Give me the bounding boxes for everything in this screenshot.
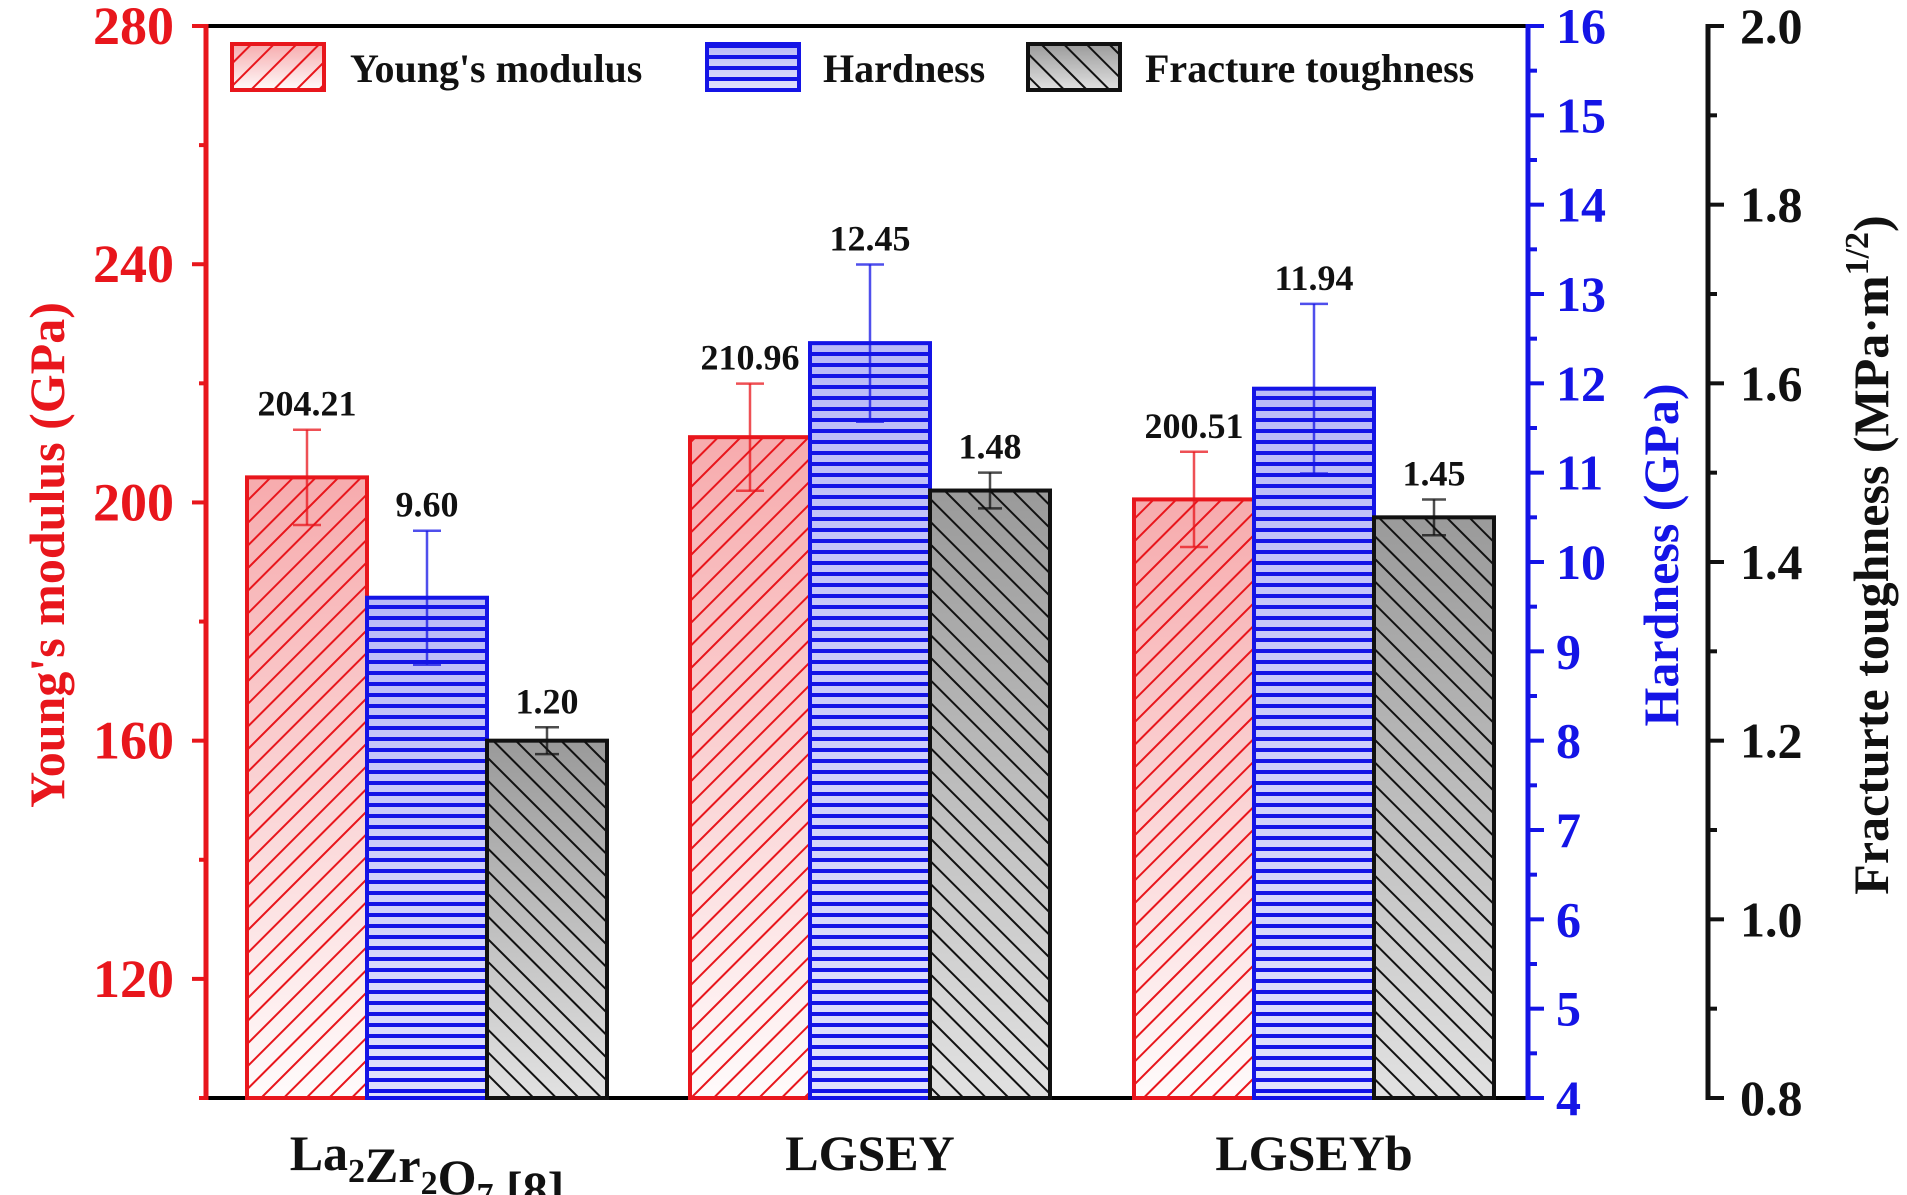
hardness-tick-label: 12 xyxy=(1556,355,1606,411)
data-label: 200.51 xyxy=(1145,406,1244,446)
left-tick-label: 240 xyxy=(93,234,174,294)
value-labels: 204.21 210.96 200.51 9.60 12.45 11.94 1.20 1.48… xyxy=(258,219,1466,722)
hardness-bar xyxy=(808,341,932,1100)
bars xyxy=(245,341,1496,1101)
left-tick-label: 160 xyxy=(93,711,174,771)
left-axis-ticks: 120 160 200 240 280 xyxy=(93,0,206,1100)
data-label: 11.94 xyxy=(1274,258,1353,298)
category-labels: La2Zr2O7 [8] LGSEY LGSEYb xyxy=(290,1125,1413,1195)
toughness-tick-label: 1.6 xyxy=(1740,355,1803,411)
data-label: 204.21 xyxy=(258,384,357,424)
error-bars xyxy=(293,263,1446,756)
legend-swatch xyxy=(705,42,801,92)
legend-swatch xyxy=(1026,42,1122,92)
hardness-tick-label: 11 xyxy=(1556,445,1603,501)
toughness-bar xyxy=(1372,515,1496,1100)
hardness-tick-label: 14 xyxy=(1556,177,1606,233)
legend-label: Young's modulus xyxy=(350,46,642,91)
hardness-axis-ticks: 4 5 6 7 8 9 10 11 12 13 14 15 16 xyxy=(1528,0,1606,1126)
left-tick-label: 280 xyxy=(93,0,174,56)
hardness-bar xyxy=(365,595,489,1100)
hardness-tick-label: 4 xyxy=(1556,1070,1581,1126)
data-label: 12.45 xyxy=(830,219,911,259)
data-label: 210.96 xyxy=(701,338,800,378)
toughness-tick-label: 2.0 xyxy=(1740,0,1803,54)
hardness-tick-label: 7 xyxy=(1556,802,1581,858)
toughness-axis-title: Fracturte toughness (MPa·m1/2) xyxy=(1839,215,1899,894)
legend-label: Fracture toughness xyxy=(1145,46,1474,91)
youngs-modulus-bar xyxy=(245,475,369,1100)
toughness-bar xyxy=(928,488,1052,1100)
left-tick-label: 120 xyxy=(93,949,174,1009)
hardness-tick-label: 6 xyxy=(1556,891,1581,947)
hardness-axis-title: Hardness (GPa) xyxy=(1633,383,1689,726)
left-axis-title: Young's modulus (GPa) xyxy=(19,302,75,808)
youngs-modulus-bar xyxy=(688,435,812,1100)
legend: Young's modulus Hardness Fracture toughnes… xyxy=(230,42,1474,92)
toughness-tick-label: 1.4 xyxy=(1740,534,1803,590)
toughness-tick-label: 1.2 xyxy=(1740,713,1803,769)
hardness-tick-label: 15 xyxy=(1556,87,1606,143)
hardness-tick-label: 10 xyxy=(1556,534,1606,590)
category-label: LGSEY xyxy=(785,1125,955,1181)
hardness-bar xyxy=(1252,386,1376,1100)
toughness-tick-label: 0.8 xyxy=(1740,1070,1803,1126)
category-label: LGSEYb xyxy=(1215,1125,1412,1181)
hardness-tick-label: 5 xyxy=(1556,981,1581,1037)
hardness-tick-label: 13 xyxy=(1556,266,1606,322)
data-label: 1.45 xyxy=(1403,453,1466,493)
toughness-bar xyxy=(485,738,609,1101)
data-label: 1.20 xyxy=(516,681,579,721)
left-tick-label: 200 xyxy=(93,472,174,532)
data-label: 9.60 xyxy=(396,485,459,525)
toughness-tick-label: 1.0 xyxy=(1740,891,1803,947)
hardness-tick-label: 8 xyxy=(1556,713,1581,769)
category-label: La2Zr2O7 [8] xyxy=(290,1125,565,1195)
hardness-tick-label: 16 xyxy=(1556,0,1606,54)
toughness-tick-label: 1.8 xyxy=(1740,177,1803,233)
youngs-modulus-bar xyxy=(1132,497,1256,1100)
legend-label: Hardness xyxy=(823,46,985,91)
data-label: 1.48 xyxy=(959,427,1022,467)
toughness-axis-ticks: 0.8 1.0 1.2 1.4 1.6 1.8 2.0 xyxy=(1708,0,1803,1126)
legend-swatch xyxy=(230,42,326,92)
hardness-tick-label: 9 xyxy=(1556,623,1581,679)
